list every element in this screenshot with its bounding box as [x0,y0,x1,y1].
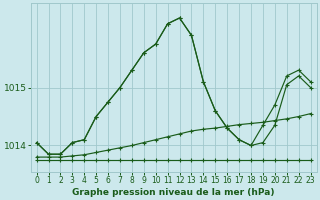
X-axis label: Graphe pression niveau de la mer (hPa): Graphe pression niveau de la mer (hPa) [72,188,275,197]
